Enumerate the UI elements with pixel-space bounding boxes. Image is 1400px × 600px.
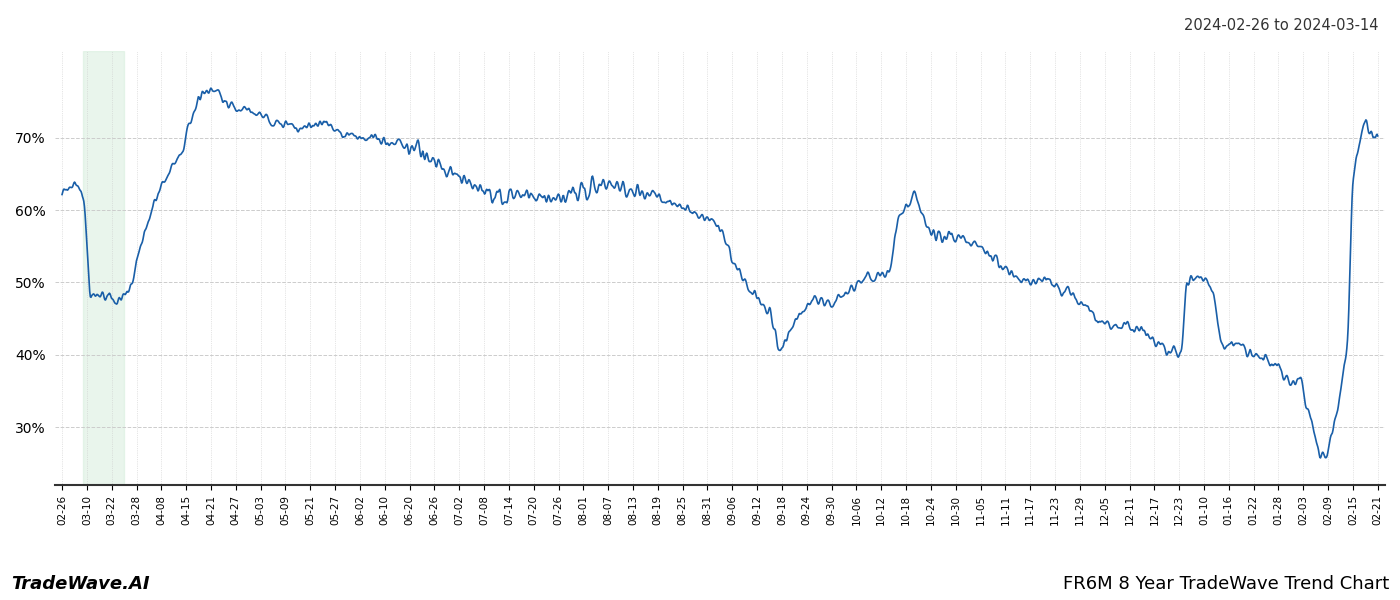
Text: FR6M 8 Year TradeWave Trend Chart: FR6M 8 Year TradeWave Trend Chart: [1063, 575, 1389, 593]
Bar: [83, 51, 125, 485]
Text: 2024-02-26 to 2024-03-14: 2024-02-26 to 2024-03-14: [1184, 18, 1379, 33]
Text: TradeWave.AI: TradeWave.AI: [11, 575, 150, 593]
